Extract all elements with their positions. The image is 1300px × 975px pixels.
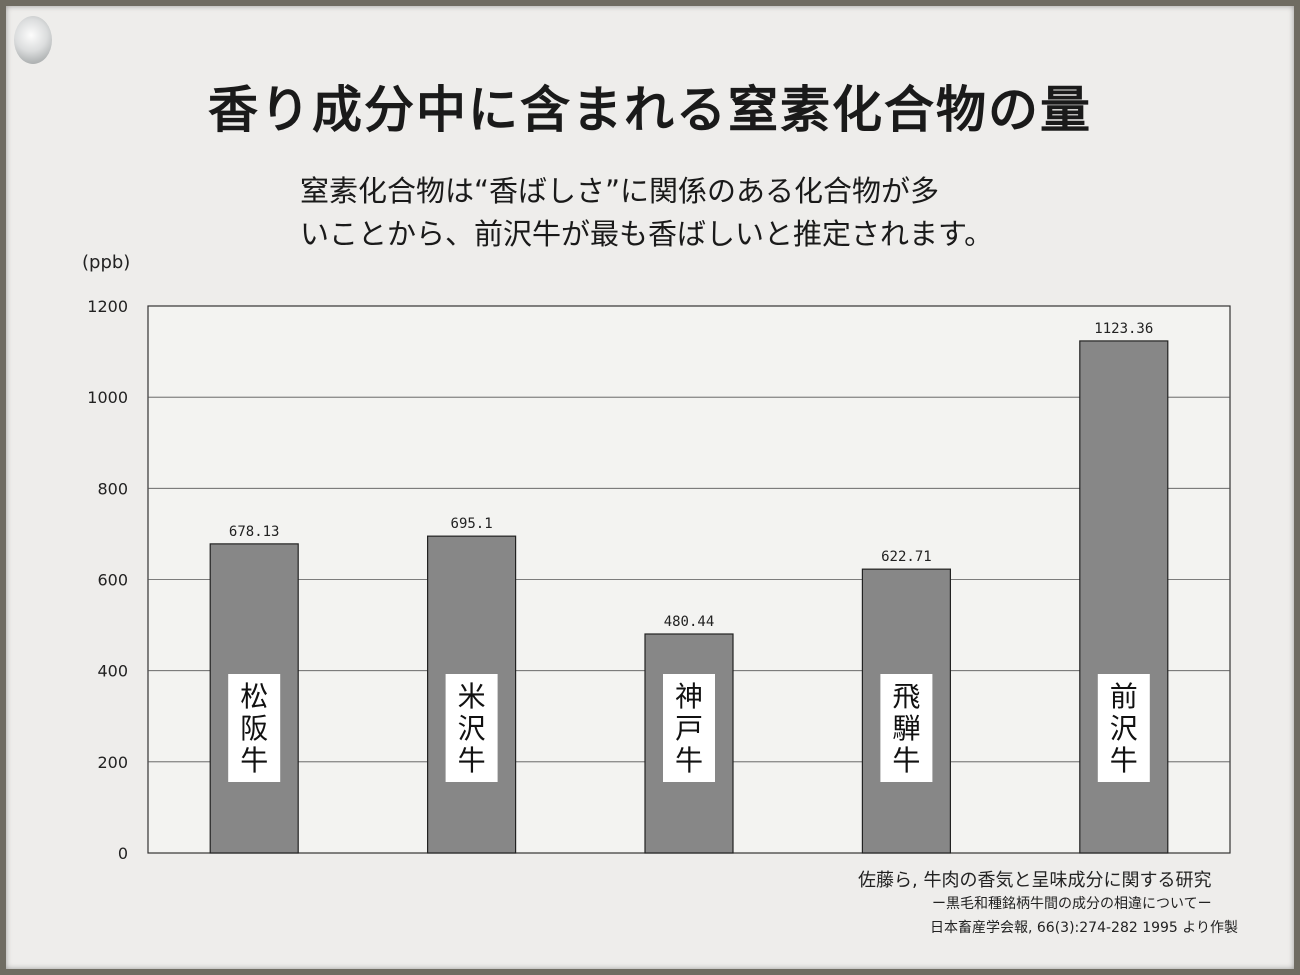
category-label-box	[880, 674, 933, 782]
category-label: 飛騨牛	[892, 680, 920, 777]
category-label: 神戸牛	[675, 680, 703, 777]
category-label-box	[1097, 674, 1150, 782]
data-label: 480.44	[664, 614, 715, 630]
y-tick-label: 600	[97, 571, 128, 590]
y-tick-label: 1200	[87, 297, 128, 316]
chart-title: 香り成分中に含まれる窒素化合物の量	[208, 81, 1092, 139]
category-label: 米沢牛	[458, 680, 486, 777]
category-label: 前沢牛	[1110, 680, 1138, 777]
category-label-box	[663, 674, 715, 782]
y-tick-label: 400	[97, 662, 128, 681]
y-tick-label: 1000	[87, 388, 128, 407]
data-label: 622.71	[881, 549, 932, 565]
subtitle-line-1: 窒素化合物は“香ばしさ”に関係のある化合物が多	[300, 174, 940, 208]
chart-subtitle: 窒素化合物は“香ばしさ”に関係のある化合物が多 いことから、前沢牛が最も香ばしい…	[300, 170, 1060, 256]
y-tick-label: 200	[97, 753, 128, 772]
y-tick-label: 800	[97, 479, 128, 498]
data-label: 1123.36	[1094, 321, 1153, 337]
source-line-3: 日本畜産学会報, 66(3):274-282 1995 より作製	[930, 920, 1239, 936]
source-line-1: 佐藤ら, 牛肉の香気と呈味成分に関する研究	[858, 870, 1212, 891]
subtitle-line-2: いことから、前沢牛が最も香ばしいと推定されます。	[300, 217, 994, 251]
pushpin-icon	[14, 16, 52, 64]
y-axis-unit: (ppb)	[82, 252, 131, 273]
category-label-box	[228, 674, 281, 782]
source-line-2: ー黒毛和種銘柄牛間の成分の相違についてー	[932, 896, 1212, 912]
category-label: 松阪牛	[240, 680, 268, 777]
y-tick-label: 0	[118, 844, 128, 863]
data-label: 678.13	[229, 524, 280, 540]
category-label-box	[445, 674, 498, 782]
data-label: 695.1	[451, 516, 493, 532]
